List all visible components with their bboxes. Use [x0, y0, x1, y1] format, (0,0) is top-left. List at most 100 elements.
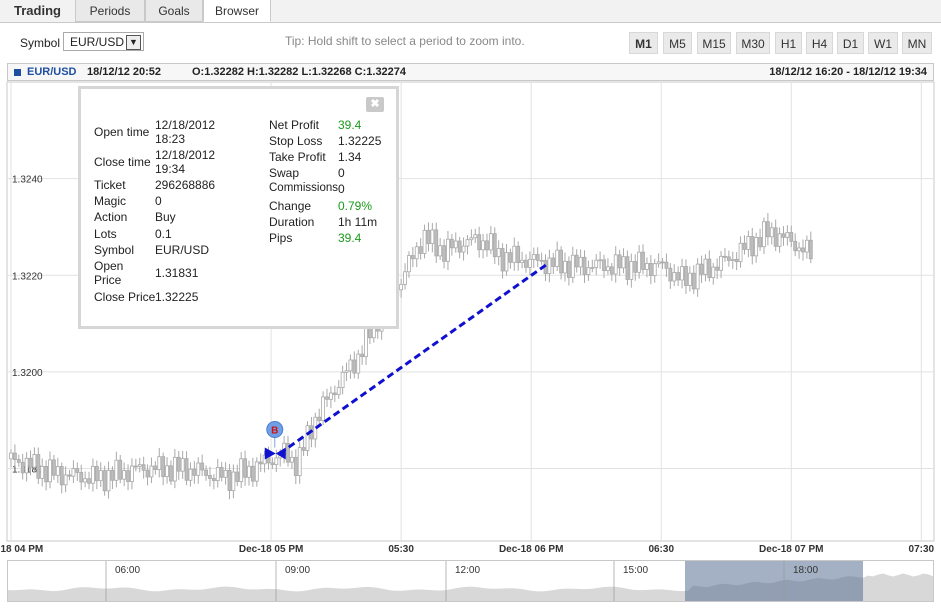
- entry-arrow-icon: [264, 447, 276, 460]
- tab-browser[interactable]: Browser: [203, 0, 271, 22]
- candle-body: [215, 466, 220, 482]
- candle-body: [559, 249, 563, 274]
- navigator-label: 12:00: [455, 565, 480, 576]
- quote-ohlc: O:1.32282 H:1.32282 L:1.32268 C:1.32274: [192, 66, 407, 78]
- candle-body: [785, 232, 790, 238]
- candle-body: [797, 247, 801, 252]
- y-tick-label: 1.3200: [12, 368, 43, 379]
- candle-body: [781, 233, 786, 238]
- candle-body: [801, 247, 805, 253]
- candle-body: [578, 256, 583, 268]
- candle-body: [71, 468, 76, 477]
- candle-body: [660, 261, 665, 264]
- period-h4-button[interactable]: H4: [806, 32, 833, 54]
- candle-body: [524, 259, 528, 268]
- x-tick-label: 07:30: [909, 544, 935, 555]
- tab-trading[interactable]: Trading: [14, 3, 61, 18]
- candle-body: [250, 465, 255, 482]
- tab-periods[interactable]: Periods: [75, 0, 145, 22]
- chevron-down-icon[interactable]: ▼: [126, 35, 141, 50]
- candle-body: [137, 464, 142, 467]
- candle-body: [360, 353, 365, 358]
- candle-body: [754, 237, 759, 257]
- candle-body: [211, 478, 216, 482]
- candle-body: [344, 370, 349, 373]
- period-h1-button[interactable]: H1: [775, 32, 802, 54]
- candle-body: [613, 254, 618, 275]
- candle-body: [633, 261, 638, 273]
- candle-body: [122, 470, 127, 480]
- candle-body: [254, 461, 259, 482]
- candle-body: [44, 466, 49, 483]
- candle-body: [629, 261, 634, 280]
- open-price-label-2: Price: [94, 273, 122, 287]
- candle-body: [535, 254, 540, 261]
- ticket-label: Ticket: [94, 178, 126, 192]
- period-m30-button[interactable]: M30: [736, 32, 770, 54]
- candle-body: [461, 245, 466, 253]
- candle-body: [126, 470, 130, 482]
- candle-body: [762, 221, 766, 248]
- open-price-value: 1.31831: [155, 266, 199, 280]
- candle-body: [317, 416, 322, 421]
- period-mn-button[interactable]: MN: [902, 32, 932, 54]
- tab-bar: Trading Periods Goals Browser: [0, 0, 941, 23]
- candle-body: [496, 248, 501, 258]
- candle-body: [290, 456, 294, 463]
- candle-body: [325, 396, 329, 400]
- candle-body: [83, 478, 88, 483]
- candle-body: [165, 465, 169, 477]
- candle-body: [617, 254, 622, 269]
- candle-body: [574, 254, 579, 268]
- candle-body: [422, 229, 427, 254]
- tab-goals[interactable]: Goals: [145, 0, 203, 22]
- candle-body: [196, 462, 201, 476]
- period-w1-button[interactable]: W1: [868, 32, 898, 54]
- candle-body: [418, 246, 423, 254]
- period-m15-button[interactable]: M15: [697, 32, 731, 54]
- candle-body: [738, 242, 743, 263]
- candle-body: [734, 258, 739, 263]
- candle-body: [52, 459, 56, 476]
- close-price-label: Close Price: [94, 290, 156, 304]
- candle-body: [223, 469, 228, 478]
- period-m5-button[interactable]: M5: [663, 32, 692, 54]
- candle-body: [426, 229, 431, 245]
- quote-symbol: EUR/USD: [27, 66, 77, 78]
- candle-body: [547, 257, 552, 275]
- candle-body: [469, 237, 474, 241]
- candle-body: [551, 257, 556, 267]
- candle-body: [590, 267, 595, 269]
- candle-body: [504, 252, 509, 272]
- symbol-select[interactable]: EUR/USD ▼: [63, 32, 144, 51]
- close-icon[interactable]: ✖: [366, 97, 384, 112]
- period-d1-button[interactable]: D1: [837, 32, 864, 54]
- period-m1-button[interactable]: M1: [629, 32, 658, 54]
- candle-body: [488, 233, 493, 251]
- candle-body: [648, 263, 653, 276]
- candle-body: [563, 260, 567, 274]
- candle-body: [79, 472, 84, 483]
- time-navigator[interactable]: 06:00 09:00 12:00 15:00 18:00: [7, 560, 934, 602]
- candle-body: [703, 258, 708, 275]
- candle-body: [219, 466, 224, 478]
- magic-label: Magic: [94, 194, 127, 208]
- navigator-overview[interactable]: 06:00 09:00 12:00 15:00 18:00: [8, 561, 933, 601]
- duration-value: 1h 11m: [338, 215, 378, 229]
- candle-body: [157, 456, 162, 470]
- candle-body: [746, 236, 751, 250]
- candle-body: [274, 457, 279, 466]
- x-tick-label: 06:30: [648, 544, 674, 555]
- navigator-label: 18:00: [793, 565, 818, 576]
- candle-body: [169, 465, 173, 482]
- candle-body: [63, 474, 68, 486]
- candle-body: [286, 442, 290, 463]
- candle-body: [723, 255, 727, 258]
- candle-body: [750, 236, 755, 257]
- candle-body: [707, 258, 712, 278]
- candle-body: [446, 238, 450, 262]
- candle-body: [730, 258, 735, 261]
- candle-body: [184, 458, 189, 481]
- candle-body: [516, 245, 521, 264]
- candle-body: [118, 459, 123, 480]
